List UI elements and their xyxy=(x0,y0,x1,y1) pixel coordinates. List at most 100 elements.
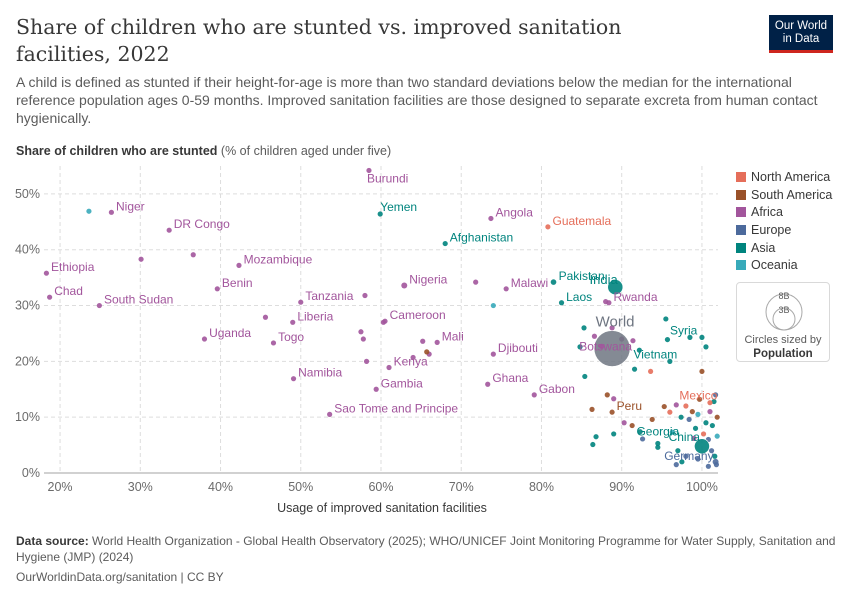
point-unlabeled[interactable] xyxy=(700,431,707,437)
point-unlabeled[interactable] xyxy=(577,344,583,350)
point-peru[interactable] xyxy=(609,409,615,415)
point-germany[interactable] xyxy=(712,458,719,465)
point-unlabeled[interactable] xyxy=(679,459,685,465)
legend-item-asia[interactable]: Asia xyxy=(736,239,846,257)
point-unlabeled[interactable] xyxy=(490,302,496,309)
point-unlabeled[interactable] xyxy=(699,334,705,340)
point-unlabeled[interactable] xyxy=(669,429,675,435)
point-vietnam[interactable] xyxy=(667,358,673,364)
point-unlabeled[interactable] xyxy=(631,366,638,372)
point-unlabeled[interactable] xyxy=(589,406,595,412)
point-unlabeled[interactable] xyxy=(711,398,717,405)
point-togo[interactable] xyxy=(270,340,277,346)
point-unlabeled[interactable] xyxy=(691,435,697,441)
point-unlabeled[interactable] xyxy=(696,396,703,402)
point-djibouti[interactable] xyxy=(490,351,496,357)
point-unlabeled[interactable] xyxy=(639,436,646,442)
point-pakistan[interactable] xyxy=(550,278,557,286)
legend-item-south-america[interactable]: South America xyxy=(736,186,846,204)
point-niger[interactable] xyxy=(108,209,114,215)
point-unlabeled[interactable] xyxy=(692,425,699,431)
point-unlabeled[interactable] xyxy=(473,279,479,285)
point-unlabeled[interactable] xyxy=(709,422,715,429)
point-sao-tome-and-principe[interactable] xyxy=(327,411,333,417)
point-guatemala[interactable] xyxy=(545,224,551,230)
point-ghana[interactable] xyxy=(485,381,491,387)
point-unlabeled[interactable] xyxy=(630,338,636,344)
point-unlabeled[interactable] xyxy=(683,453,689,459)
point-afghanistan[interactable] xyxy=(442,240,448,247)
point-unlabeled[interactable] xyxy=(663,316,669,322)
point-cameroon[interactable] xyxy=(382,318,388,324)
point-unlabeled[interactable] xyxy=(590,441,596,448)
point-unlabeled[interactable] xyxy=(655,444,661,450)
point-mozambique[interactable] xyxy=(236,262,242,268)
point-india[interactable] xyxy=(607,279,624,296)
point-unlabeled[interactable] xyxy=(360,336,366,342)
point-unlabeled[interactable] xyxy=(686,416,692,423)
point-georgia[interactable] xyxy=(655,440,661,447)
point-unlabeled[interactable] xyxy=(683,403,689,409)
point-unlabeled[interactable] xyxy=(636,347,642,353)
point-unlabeled[interactable] xyxy=(703,420,709,426)
point-unlabeled[interactable] xyxy=(190,252,196,258)
point-unlabeled[interactable] xyxy=(714,433,720,439)
point-laos[interactable] xyxy=(558,300,565,306)
point-unlabeled[interactable] xyxy=(689,409,695,415)
point-mexico[interactable] xyxy=(707,400,713,406)
point-gambia[interactable] xyxy=(373,386,379,392)
point-unlabeled[interactable] xyxy=(621,420,627,426)
point-unlabeled[interactable] xyxy=(708,448,715,454)
footer-url[interactable]: OurWorldinData.org/sanitation | CC BY xyxy=(16,570,224,584)
point-tanzania[interactable] xyxy=(298,299,304,305)
point-unlabeled[interactable] xyxy=(714,414,720,420)
point-dr-congo[interactable] xyxy=(166,227,172,233)
point-unlabeled[interactable] xyxy=(703,344,709,350)
point-namibia[interactable] xyxy=(290,376,297,382)
point-unlabeled[interactable] xyxy=(611,431,617,437)
point-kenya[interactable] xyxy=(386,364,392,371)
point-unlabeled[interactable] xyxy=(649,416,655,423)
point-unlabeled[interactable] xyxy=(673,462,679,468)
point-unlabeled[interactable] xyxy=(581,325,587,331)
point-south-sudan[interactable] xyxy=(96,302,102,309)
point-unlabeled[interactable] xyxy=(664,336,671,343)
point-unlabeled[interactable] xyxy=(138,256,144,262)
point-world[interactable] xyxy=(593,330,631,367)
point-unlabeled[interactable] xyxy=(629,422,635,429)
point-unlabeled[interactable] xyxy=(582,373,588,380)
point-angola[interactable] xyxy=(488,215,494,222)
point-unlabeled[interactable] xyxy=(609,325,615,331)
point-unlabeled[interactable] xyxy=(591,333,598,339)
point-unlabeled[interactable] xyxy=(611,396,617,402)
point-rwanda[interactable] xyxy=(606,300,612,306)
point-malawi[interactable] xyxy=(503,286,509,292)
point-syria[interactable] xyxy=(687,334,693,340)
point-unlabeled[interactable] xyxy=(262,314,269,320)
point-botswana[interactable] xyxy=(599,343,605,349)
point-unlabeled[interactable] xyxy=(358,329,364,335)
point-unlabeled[interactable] xyxy=(695,456,701,462)
point-unlabeled[interactable] xyxy=(604,392,610,398)
point-yemen[interactable] xyxy=(377,211,383,217)
point-unlabeled[interactable] xyxy=(637,429,643,435)
point-unlabeled[interactable] xyxy=(661,403,667,410)
point-unlabeled[interactable] xyxy=(707,409,713,415)
point-nigeria[interactable] xyxy=(401,282,408,289)
point-unlabeled[interactable] xyxy=(705,463,711,469)
point-mali[interactable] xyxy=(434,339,440,345)
point-unlabeled[interactable] xyxy=(648,368,654,375)
point-uganda[interactable] xyxy=(201,336,208,342)
point-liberia[interactable] xyxy=(290,319,296,325)
point-china[interactable] xyxy=(694,438,710,455)
point-unlabeled[interactable] xyxy=(363,358,370,364)
point-unlabeled[interactable] xyxy=(712,453,718,459)
point-benin[interactable] xyxy=(214,286,220,292)
point-gabon[interactable] xyxy=(531,392,537,398)
point-unlabeled[interactable] xyxy=(673,402,679,408)
point-unlabeled[interactable] xyxy=(695,411,701,417)
point-unlabeled[interactable] xyxy=(699,368,705,375)
point-unlabeled[interactable] xyxy=(362,292,368,299)
point-burundi[interactable] xyxy=(366,167,372,174)
point-unlabeled[interactable] xyxy=(593,434,599,440)
